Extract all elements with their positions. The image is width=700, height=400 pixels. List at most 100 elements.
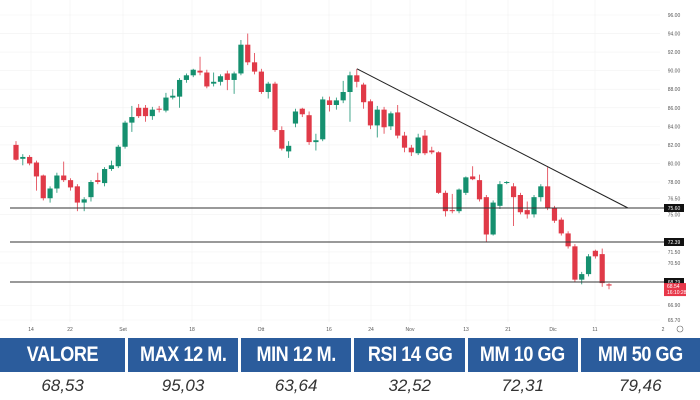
candle-body [217,76,224,82]
candle-body [497,184,503,206]
y-axis: 96.00 94.00 92.00 90.00 88.00 86.00 84.00 82.00… [664,13,687,324]
candle-body [149,109,155,117]
candle-body [47,188,53,199]
candle-body [163,97,169,111]
candle-body [395,112,401,136]
candle-body [13,144,19,160]
candle-body [510,186,517,198]
level-label: 72.39 [668,240,681,246]
candle-body [374,109,380,126]
header-mm10: MM 10 GG [480,343,566,366]
x-axis: 14 22 Set 18 Ott 16 24 Nov 13 21 Dic 11 2 [28,325,684,333]
candle-body [422,135,428,154]
level-label-box [664,204,684,212]
candle-body [54,175,60,189]
candlestick-chart: 75.60 72.39 68.79 96.00 94.00 92.00 90.00 88.0… [0,0,687,333]
candle-body [156,108,162,110]
candle-body [463,177,469,193]
y-tick-label: 94.00 [668,32,681,38]
candle-body [183,75,190,80]
candle-body [27,156,33,164]
y-tick-label: 86.00 [668,106,681,112]
col-mm10: MM 10 GG 72,31 [468,338,581,400]
candle-body [592,250,598,257]
candle-body [245,44,251,63]
level-label-box [664,238,684,246]
y-tick-label: 88.00 [668,87,681,93]
candle-body [67,180,74,188]
y-tick-label: 96.00 [668,13,681,19]
x-tick-label: 2 [662,327,665,333]
level-label: 68.79 [668,280,681,286]
candle-body [258,71,264,93]
candle-body [456,189,462,212]
candle-body [538,186,544,198]
x-tick-label: Nov [406,327,415,333]
candle-body [442,192,449,212]
candle-body [122,122,128,147]
candle-body [190,69,196,76]
header-cell: MIN 12 M. [240,338,352,372]
candle-body [299,108,305,115]
candle-body [347,75,353,93]
x-tick-label: 18 [189,327,195,333]
candle-body [286,145,292,152]
header-max: MAX 12 M. [139,343,227,366]
x-tick-label: 14 [28,327,34,333]
candle-body [483,197,489,235]
candle-body [81,199,87,203]
candle-body [524,210,530,215]
candle-body [585,256,592,275]
col-max: MAX 12 M. 95,03 [128,338,241,400]
x-tick-label: 22 [67,327,73,333]
x-tick-label: 11 [592,327,597,333]
candle-body [367,101,374,126]
candle-body [470,176,476,180]
candle-body [361,84,367,103]
x-tick-label: 21 [505,327,511,333]
candle-body [115,146,121,167]
candle-body [136,107,142,117]
header-cell: MM 10 GG [468,338,578,372]
y-tick-label: 84.00 [668,124,681,130]
header-cell: VALORE [0,338,126,372]
indicator-table: VALORE 68,53 MAX 12 M. 95,03 MIN 12 M. 6… [0,338,700,400]
value-mm50: 79,46 [619,376,662,395]
header-mm50: MM 50 GG [597,343,683,366]
y-tick-label: 78.00 [668,180,681,186]
y-tick-label: 82.00 [668,143,681,149]
candle-body [102,169,108,184]
candle-body [142,107,149,117]
candle-body [558,219,564,234]
candles [13,33,612,290]
y-tick-label: 70.50 [668,261,681,267]
candle-body [129,117,135,123]
candle-body [211,81,217,84]
candle-body [381,109,387,128]
candle-body [95,180,101,182]
value-max: 95,03 [161,376,205,395]
candle-body [108,165,115,170]
x-tick-label: 24 [368,327,374,333]
countdown: 16:10:28 [667,290,687,296]
candle-body [231,73,237,80]
settings-icon [676,325,684,333]
candle-body [429,150,435,153]
y-tick-label: 80.00 [668,161,681,167]
y-tick-label: 66.90 [668,303,681,309]
value-mm10: 72,31 [501,376,545,395]
candle-body [61,175,67,181]
candle-body [435,152,442,193]
last-price-box [664,283,686,297]
candle-body [579,274,585,280]
header-cell: MAX 12 M. [128,338,238,372]
header-cell: MM 50 GG [580,338,700,372]
candle-body [292,111,299,124]
last-price-value: 68.54 [667,284,680,290]
candle-body [476,180,483,200]
candle-body [504,182,510,183]
candle-body [408,147,414,153]
y-tick-label: 65.70 [668,318,681,324]
col-rsi: RSI 14 GG 32,52 [354,338,468,400]
candle-body [388,113,394,127]
